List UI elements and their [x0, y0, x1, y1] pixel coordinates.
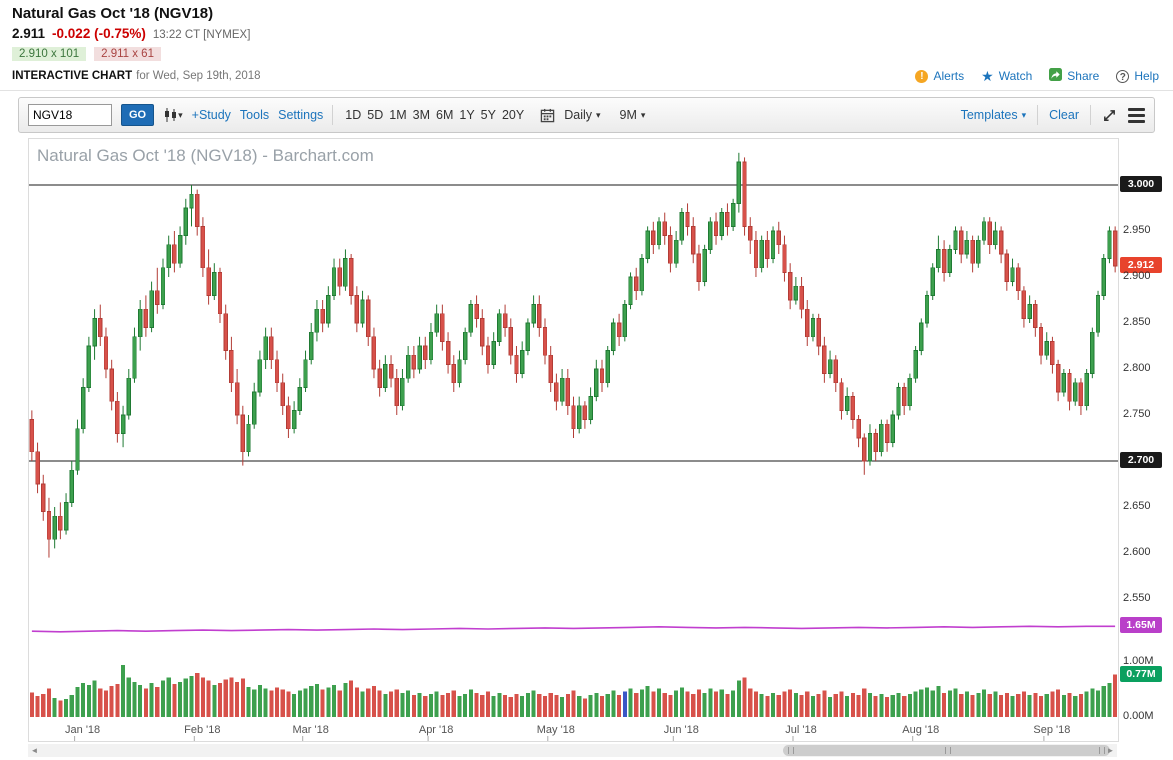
y-axis-label: 2.900: [1123, 270, 1151, 282]
frequency-dropdown[interactable]: Daily ▾: [564, 108, 600, 122]
range-button-3m[interactable]: 3M: [412, 108, 430, 122]
y-axis-label: 2.750: [1123, 408, 1151, 420]
x-axis-label: Sep '18: [1033, 724, 1071, 736]
last-price: 2.911: [12, 26, 46, 41]
scrollbar-thumb[interactable]: [783, 745, 1110, 756]
scroll-left-arrow[interactable]: ◄: [30, 746, 39, 755]
calendar-icon: [540, 108, 555, 122]
interactive-chart-label: INTERACTIVE CHART: [12, 70, 133, 82]
quote-time: 13:22 CT [NYMEX]: [152, 29, 251, 41]
share-link[interactable]: Share: [1049, 68, 1099, 84]
add-study-button[interactable]: +Study: [191, 108, 231, 122]
chevron-down-icon: ▾: [640, 109, 646, 120]
volume-badge: 0.77M: [1120, 665, 1162, 682]
ask-quote: 2.911 x 61: [94, 47, 161, 61]
share-icon: [1049, 68, 1063, 84]
y-axis-label: 0.00M: [1123, 710, 1154, 722]
range-button-1d[interactable]: 1D: [345, 108, 362, 122]
range-button-1m[interactable]: 1M: [389, 108, 407, 122]
x-axis-label: Aug '18: [902, 724, 940, 736]
y-axis-label: 2.800: [1123, 362, 1151, 374]
chart-horizontal-scrollbar[interactable]: ◄ ►: [28, 744, 1117, 757]
y-axis-label: 2.550: [1123, 592, 1151, 604]
chart-type-selector[interactable]: ▾: [163, 107, 183, 123]
scroll-right-arrow[interactable]: ►: [1106, 746, 1115, 755]
x-axis-label: Jun '18: [663, 724, 699, 736]
thumb-grip: [944, 747, 951, 754]
range-button-1y[interactable]: 1Y: [459, 108, 475, 122]
x-axis-label: Apr '18: [418, 724, 454, 736]
span-dropdown[interactable]: 9M ▾: [620, 108, 646, 122]
thumb-grip: [788, 747, 794, 754]
price-chart-canvas[interactable]: [29, 139, 1118, 741]
frequency-value: Daily: [564, 108, 593, 122]
share-label: Share: [1067, 69, 1100, 83]
expand-icon: [1104, 109, 1115, 121]
x-axis-label: Jul '18: [785, 724, 817, 736]
range-button-20y[interactable]: 20Y: [501, 108, 525, 122]
price-row: 2.911 -0.022 (-0.75%) 13:22 CT [NYMEX]: [12, 26, 1163, 41]
x-axis-label: May '18: [536, 724, 575, 736]
alerts-label: Alerts: [933, 69, 965, 83]
divider: [1037, 105, 1039, 125]
range-buttons: 1D 5D 1M 3M 6M 1Y 5Y 20Y: [342, 108, 527, 122]
chevron-down-icon: ▾: [596, 109, 601, 120]
go-button[interactable]: GO: [121, 104, 155, 126]
range-button-6m[interactable]: 6M: [436, 108, 454, 122]
x-axis-label: Mar '18: [292, 724, 329, 736]
chevron-down-icon: ▾: [1021, 109, 1027, 120]
calendar-button[interactable]: [540, 108, 555, 123]
templates-label: Templates: [960, 108, 1018, 122]
span-value: 9M: [619, 108, 637, 122]
chart-plot-area[interactable]: Natural Gas Oct '18 (NGV18) - Barchart.c…: [28, 138, 1119, 742]
price-line-badge: 3.000: [1120, 176, 1162, 192]
y-axis-label: 2.950: [1123, 224, 1151, 236]
quote-actions: ! Alerts ★ Watch Share? Help: [915, 68, 1163, 84]
bid-quote: 2.910 x 101: [12, 47, 87, 61]
price-line-badge: 2.700: [1120, 452, 1162, 468]
chevron-down-icon: ▾: [178, 109, 183, 120]
quote-header: Natural Gas Oct '18 (NGV18) 2.911 -0.022…: [0, 0, 1173, 91]
watch-link[interactable]: ★ Watch: [981, 67, 1033, 84]
page-title: Natural Gas Oct '18 (NGV18): [12, 5, 214, 22]
y-axis-label: 2.650: [1123, 500, 1151, 512]
star-icon: ★: [981, 67, 994, 84]
bid-ask-row: 2.910 x 101 2.911 x 61: [12, 47, 1163, 61]
tools-button[interactable]: Tools: [239, 108, 270, 122]
fullscreen-button[interactable]: [1102, 108, 1117, 123]
x-axis-label: Jan '18: [65, 724, 101, 736]
settings-button[interactable]: Settings: [278, 108, 324, 122]
alerts-link[interactable]: ! Alerts: [915, 69, 964, 83]
range-button-5y[interactable]: 5Y: [480, 108, 496, 122]
clear-button[interactable]: Clear: [1049, 108, 1079, 122]
y-axis-label: 1.00M: [1123, 655, 1154, 667]
interactive-chart-caption: INTERACTIVE CHART for Wed, Sep 19th, 2018: [12, 70, 261, 82]
menu-button[interactable]: [1128, 107, 1145, 123]
chart-toolbar: GO ▾ +Study Tools Settings 1D 5D 1M 3M 6M 1Y 5…: [18, 97, 1155, 133]
help-link[interactable]: ? Help: [1116, 69, 1159, 83]
last-price-badge: 2.912: [1120, 257, 1162, 273]
divider: [332, 105, 334, 125]
help-label: Help: [1134, 69, 1159, 83]
help-icon: ?: [1116, 69, 1130, 83]
price-change: -0.022 (-0.75%): [52, 26, 146, 41]
thumb-grip: [1099, 747, 1105, 754]
chart-date: for Wed, Sep 19th, 2018: [136, 70, 261, 82]
templates-dropdown[interactable]: Templates ▾: [961, 108, 1027, 122]
range-button-5d[interactable]: 5D: [367, 108, 384, 122]
symbol-input[interactable]: [28, 104, 112, 126]
y-axis: 3.000 2.950 2.912 2.900 2.850 2.800 2.750 2.700…: [1120, 138, 1173, 740]
watch-label: Watch: [998, 69, 1033, 83]
open-interest-badge: 1.65M: [1120, 617, 1162, 634]
divider: [1090, 105, 1091, 125]
alert-icon: !: [915, 69, 929, 83]
candlestick-icon: [165, 108, 177, 122]
y-axis-label: 2.600: [1123, 546, 1151, 558]
y-axis-label: 2.850: [1123, 316, 1151, 328]
x-axis-label: Feb '18: [184, 724, 221, 736]
